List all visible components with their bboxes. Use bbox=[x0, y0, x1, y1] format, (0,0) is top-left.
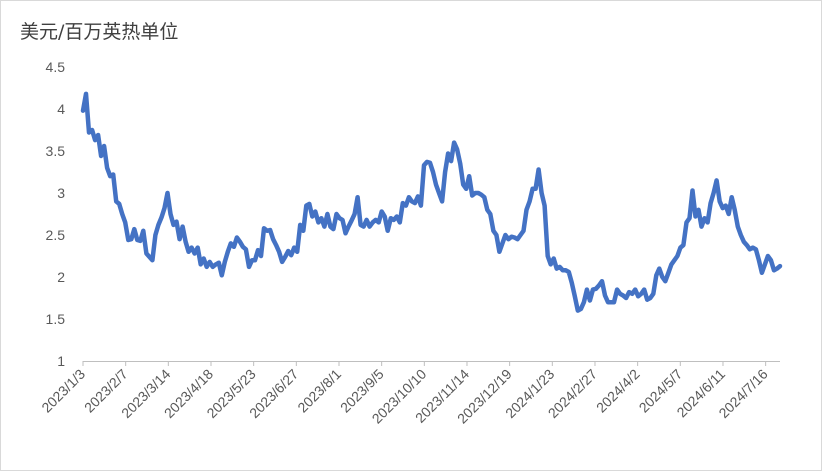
x-axis-ticks: 2023/1/32023/2/72023/3/142023/4/182023/5… bbox=[38, 366, 771, 427]
y-tick-label: 2 bbox=[57, 269, 65, 285]
y-tick-label: 1.5 bbox=[46, 311, 66, 327]
y-axis-ticks: 4.5 4 3.5 3 2.5 2 1.5 1 bbox=[46, 59, 66, 369]
y-tick-label: 3.5 bbox=[46, 143, 66, 159]
x-tick-label: 2023/8/1 bbox=[294, 366, 344, 416]
y-tick-label: 4.5 bbox=[46, 59, 66, 75]
y-tick-label: 3 bbox=[57, 185, 65, 201]
price-series-line bbox=[80, 91, 783, 313]
x-axis-tick-marks bbox=[82, 361, 767, 366]
y-axis-unit-label: 美元/百万英热单位 bbox=[20, 21, 179, 43]
y-tick-label: 4 bbox=[57, 101, 65, 117]
x-tick-label: 2023/1/3 bbox=[38, 366, 88, 416]
y-tick-label: 2.5 bbox=[46, 227, 66, 243]
x-tick-label: 2024/4/2 bbox=[593, 366, 643, 416]
y-tick-label: 1 bbox=[57, 353, 65, 369]
